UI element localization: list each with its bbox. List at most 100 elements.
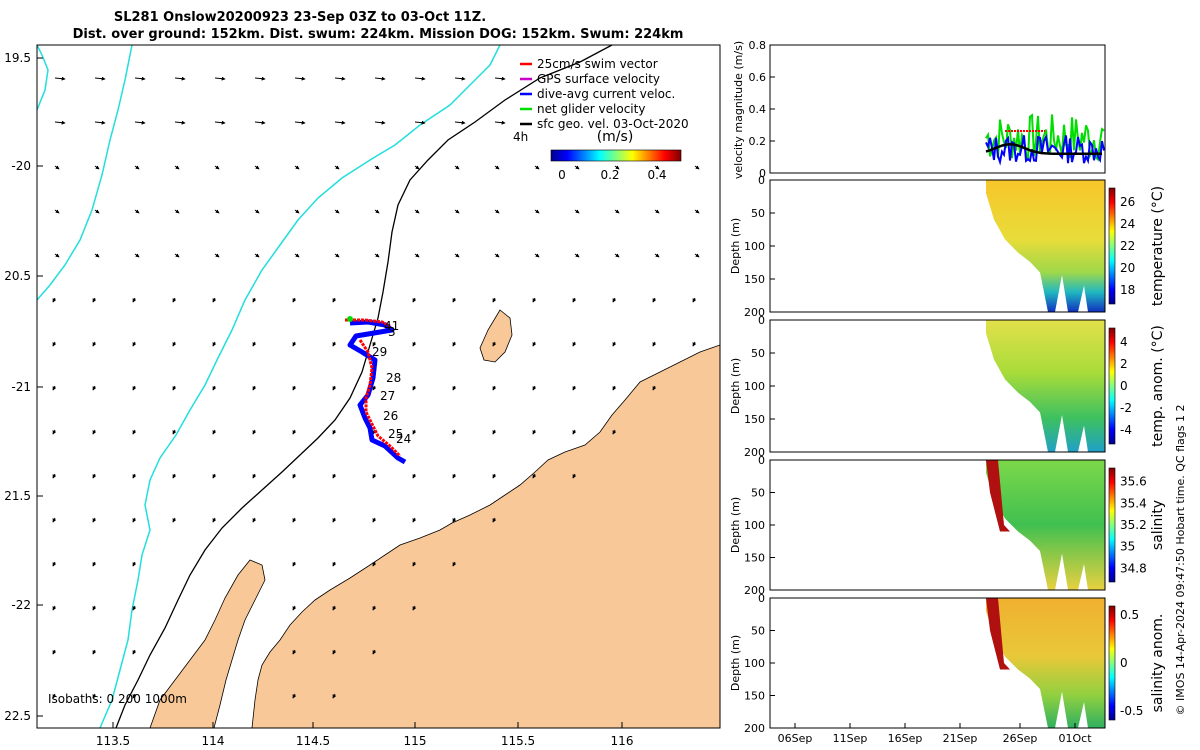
velocity-arrow bbox=[174, 120, 186, 125]
velocity-arrow bbox=[292, 605, 297, 611]
title-line2: Dist. over ground: 152km. Dist. swum: 22… bbox=[73, 27, 684, 42]
depth-tick-label: 100 bbox=[744, 240, 765, 253]
velocity-arrow bbox=[412, 473, 417, 479]
velocity-arrow bbox=[292, 561, 297, 567]
velocity-arrow bbox=[132, 693, 137, 699]
velocity-arrow bbox=[92, 473, 97, 479]
date-tick-label: 01Oct bbox=[1058, 732, 1092, 745]
lon-tick-label: 116 bbox=[611, 734, 634, 748]
colorbar-tick-label: 35.6 bbox=[1120, 475, 1147, 489]
track-label: 41 bbox=[384, 319, 399, 333]
velocity-arrow bbox=[94, 76, 106, 81]
track-label: 24 bbox=[396, 432, 411, 446]
velocity-arrow bbox=[174, 253, 180, 258]
velocity-arrow bbox=[572, 297, 577, 303]
velocity-arrow bbox=[92, 561, 97, 567]
velocity-arrow bbox=[132, 605, 137, 611]
velocity-arrow bbox=[372, 341, 377, 347]
section-label: salinity anom. bbox=[1150, 614, 1166, 713]
velocity-arrow bbox=[374, 209, 380, 214]
track-label: 25 bbox=[388, 427, 403, 441]
velocity-arrow bbox=[572, 385, 577, 391]
velocity-arrow bbox=[172, 341, 177, 347]
velocity-arrow bbox=[134, 253, 140, 258]
velocity-arrow bbox=[454, 209, 460, 214]
velocity-arrow bbox=[92, 693, 97, 699]
lon-tick-label: 114.5 bbox=[296, 734, 330, 748]
velocity-arrow bbox=[612, 385, 617, 391]
lon-tick-label: 113.5 bbox=[96, 734, 130, 748]
date-tick-label: 11Sep bbox=[833, 732, 868, 745]
velocity-arrow bbox=[54, 120, 66, 125]
velocity-arrow bbox=[334, 209, 340, 214]
interval-label: 4h bbox=[513, 130, 528, 144]
velocity-arrow bbox=[172, 429, 177, 435]
colorbar-tick-label: 4 bbox=[1120, 335, 1128, 349]
velocity-arrow bbox=[452, 385, 457, 391]
credit-text: © IMOS 14-Apr-2024 09:47:50 Hobart time.… bbox=[1174, 405, 1187, 716]
velocity-arrow bbox=[614, 165, 620, 170]
velocity-arrow bbox=[294, 209, 300, 214]
velocity-arrow bbox=[132, 473, 137, 479]
velocity-arrow bbox=[92, 429, 97, 435]
velocity-arrow bbox=[172, 473, 177, 479]
velocity-arrow bbox=[492, 517, 497, 523]
velocity-arrow bbox=[134, 120, 146, 125]
velocity-arrow bbox=[494, 76, 506, 81]
velocity-arrow bbox=[374, 165, 380, 170]
velocity-arrow bbox=[372, 605, 377, 611]
velocity-arrow bbox=[454, 165, 460, 170]
velocity-arrow bbox=[612, 297, 617, 303]
section-colorbar bbox=[1108, 605, 1116, 721]
depth-ylabel: Depth (m) bbox=[729, 497, 742, 553]
velocity-arrow bbox=[532, 297, 537, 303]
velocity-arrow-field bbox=[52, 76, 700, 699]
depth-tick-label: 100 bbox=[744, 657, 765, 670]
velocity-arrow bbox=[332, 297, 337, 303]
depth-tick-label: 50 bbox=[751, 487, 765, 500]
velocity-arrow bbox=[94, 253, 100, 258]
velocity-series bbox=[985, 133, 1105, 166]
velocity-arrow bbox=[174, 209, 180, 214]
velocity-arrow bbox=[252, 297, 257, 303]
velocity-arrow bbox=[374, 253, 380, 258]
depth-tick-label: 150 bbox=[744, 690, 765, 703]
velocity-arrow bbox=[134, 76, 146, 81]
legend-label: net glider velocity bbox=[537, 102, 645, 116]
velocity-arrow bbox=[332, 561, 337, 567]
velocity-arrow bbox=[492, 341, 497, 347]
map-land bbox=[251, 344, 721, 729]
velocity-arrow bbox=[334, 76, 346, 81]
section-label: temp. anom. (°C) bbox=[1150, 325, 1166, 447]
velocity-arrow bbox=[254, 165, 260, 170]
velocity-arrow bbox=[332, 649, 337, 655]
vel-ytick-label: 0.2 bbox=[749, 135, 767, 148]
velocity-arrow bbox=[532, 341, 537, 347]
velocity-arrow bbox=[294, 120, 306, 125]
velocity-arrow bbox=[214, 76, 226, 81]
velocity-arrow bbox=[332, 385, 337, 391]
velocity-arrow bbox=[492, 297, 497, 303]
velocity-arrow bbox=[292, 649, 297, 655]
lat-tick-label: -20 bbox=[11, 159, 31, 173]
velocity-arrow bbox=[254, 253, 260, 258]
velocity-arrow bbox=[574, 253, 580, 258]
velocity-arrow bbox=[694, 209, 700, 214]
track-blue bbox=[347, 319, 407, 465]
velocity-arrow bbox=[652, 341, 657, 347]
colorbar-tick-label: -2 bbox=[1120, 401, 1132, 415]
legend-label: 25cm/s swim vector bbox=[537, 57, 658, 71]
velocity-arrow bbox=[212, 429, 217, 435]
velocity-arrow bbox=[172, 517, 177, 523]
colorbar-tick-label: 0.5 bbox=[1120, 608, 1139, 622]
velocity-arrow bbox=[252, 473, 257, 479]
track-red bbox=[345, 318, 402, 458]
velocity-arrow bbox=[452, 473, 457, 479]
lat-tick-label: 22.5 bbox=[4, 709, 31, 723]
section-label: temperature (°C) bbox=[1150, 186, 1166, 306]
temp_anom-panel: 0 50 100 150 200 Depth (m) 4 2 0 -2 -4 temp. anom. … bbox=[729, 314, 1166, 459]
velocity-arrow bbox=[174, 165, 180, 170]
